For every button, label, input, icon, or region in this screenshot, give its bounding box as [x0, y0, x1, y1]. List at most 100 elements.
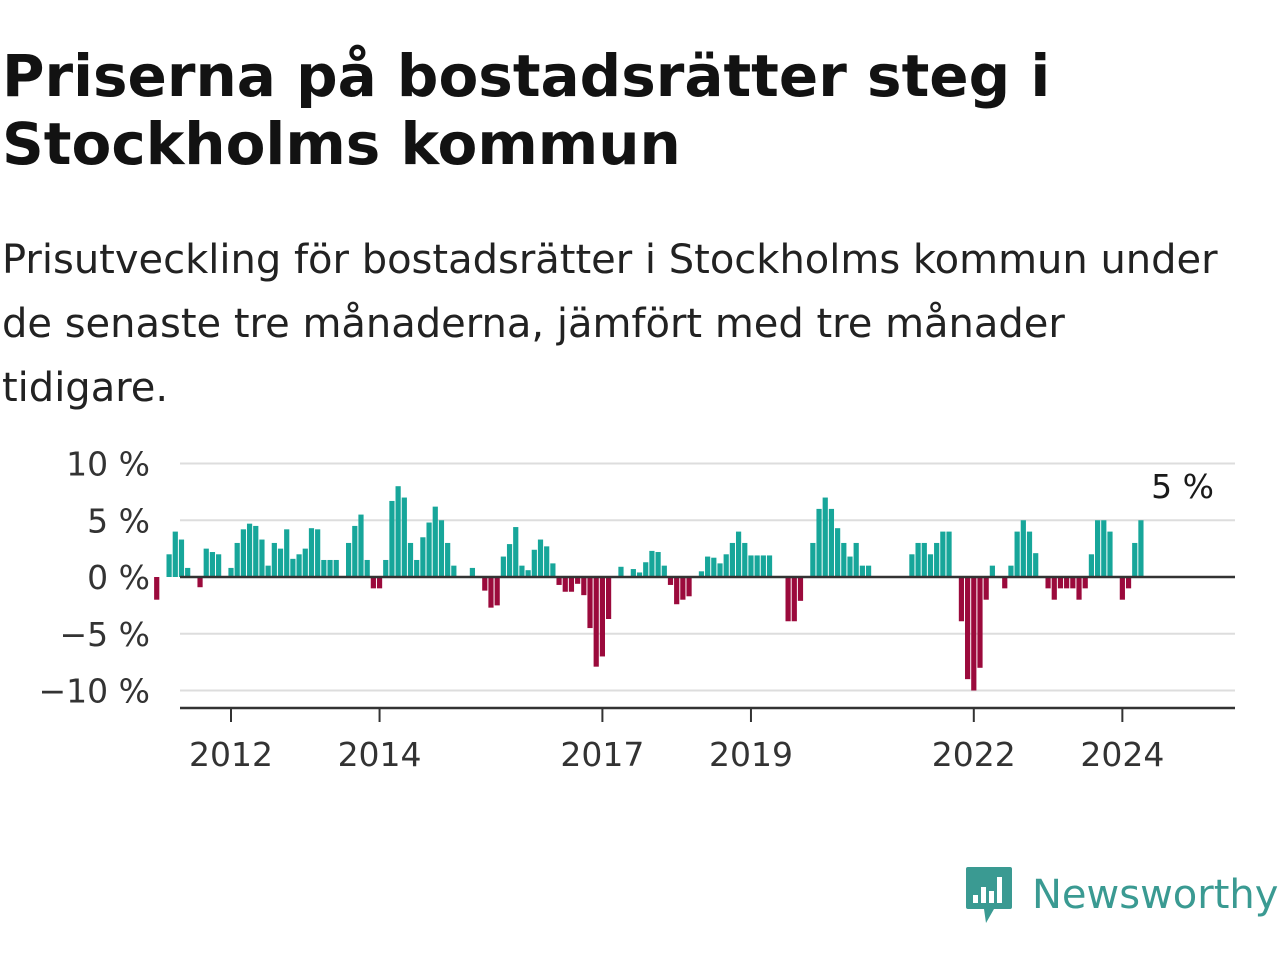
bar — [1014, 531, 1020, 577]
bar — [735, 531, 742, 577]
bar — [977, 577, 983, 668]
bar — [835, 528, 841, 577]
bar — [482, 577, 488, 591]
bar — [605, 577, 612, 619]
x-tick-label: 2024 — [1080, 735, 1164, 774]
y-tick-label: 0 % — [87, 558, 150, 597]
bar — [828, 508, 835, 577]
bar — [1045, 577, 1051, 589]
y-axis-ticks: 10 % 5 % 0 % −5 % −10 % — [39, 445, 151, 711]
bar — [308, 528, 315, 577]
bar — [921, 542, 927, 577]
bar — [513, 527, 519, 577]
bar — [327, 559, 333, 577]
bar — [246, 523, 253, 577]
bar — [643, 562, 649, 577]
bar — [284, 529, 290, 577]
bar — [1070, 577, 1076, 589]
bar — [618, 566, 624, 577]
bar — [1057, 577, 1064, 589]
bar — [649, 550, 655, 577]
y-tick-label: 10 % — [66, 445, 150, 484]
price-change-chart: 10 % 5 % 0 % −5 % −10 % 2012 2014 2017 2019 2022… — [39, 445, 1235, 774]
bar — [748, 555, 754, 577]
bar — [154, 577, 160, 600]
bar — [166, 554, 172, 577]
bar — [420, 537, 426, 577]
bar — [253, 525, 259, 577]
bar — [1008, 565, 1014, 577]
bar — [296, 554, 302, 577]
bar — [810, 542, 816, 577]
bar — [587, 577, 593, 629]
bar — [265, 565, 271, 577]
bar — [445, 542, 451, 577]
bar — [661, 565, 667, 577]
bar — [686, 577, 692, 597]
bar — [228, 567, 234, 577]
bar — [414, 559, 420, 577]
bar — [1002, 577, 1008, 589]
bar — [346, 542, 352, 577]
bar — [370, 577, 376, 589]
bar — [531, 549, 537, 577]
bar — [290, 558, 296, 577]
bar — [1020, 520, 1026, 577]
bar — [197, 577, 203, 588]
bar — [667, 577, 674, 585]
bar — [766, 555, 773, 577]
bar — [742, 542, 748, 577]
bar — [302, 548, 308, 578]
page-subtitle: Prisutveckling för bostadsrätter i Stock… — [2, 237, 1218, 411]
y-tick-label: 5 % — [87, 501, 150, 540]
bar — [754, 555, 760, 577]
bar — [940, 531, 946, 577]
bar — [1064, 577, 1070, 589]
bar — [927, 554, 934, 577]
bar — [655, 552, 661, 577]
bar — [494, 577, 500, 606]
bar — [1125, 577, 1132, 589]
bar — [989, 565, 995, 577]
bar — [723, 554, 729, 577]
bar — [636, 572, 643, 577]
brand-name: Newsworthy — [1032, 872, 1279, 918]
bar — [581, 577, 587, 596]
bar — [1138, 520, 1144, 577]
bar — [401, 497, 407, 577]
bar — [556, 577, 562, 585]
bars — [154, 486, 1144, 691]
bar — [469, 567, 476, 577]
x-tick-label: 2019 — [709, 735, 793, 774]
bar — [797, 577, 804, 601]
bar — [544, 546, 550, 577]
bar — [630, 569, 636, 577]
bar — [847, 556, 853, 577]
brand: Newsworthy — [964, 864, 1278, 926]
bar — [185, 567, 191, 577]
bar — [537, 539, 544, 577]
bar — [915, 542, 921, 577]
axes — [180, 575, 1235, 710]
x-axis-ticks: 2012 2014 2017 2019 2022 2024 — [189, 708, 1164, 774]
bar — [680, 577, 686, 600]
bar — [717, 563, 723, 577]
bar — [562, 577, 568, 592]
bar — [909, 554, 915, 577]
bar — [172, 531, 178, 577]
bar — [674, 577, 680, 605]
bar — [506, 544, 513, 577]
bar — [1033, 553, 1039, 577]
bar — [816, 508, 822, 577]
bar — [525, 570, 531, 577]
bar — [859, 565, 865, 577]
bar — [395, 486, 401, 577]
bar — [358, 514, 364, 577]
bar — [599, 577, 605, 657]
bar — [729, 542, 735, 577]
bar — [271, 542, 277, 577]
bar — [1082, 577, 1088, 589]
bar — [791, 577, 797, 622]
bar — [1119, 577, 1125, 600]
bar — [983, 577, 989, 600]
